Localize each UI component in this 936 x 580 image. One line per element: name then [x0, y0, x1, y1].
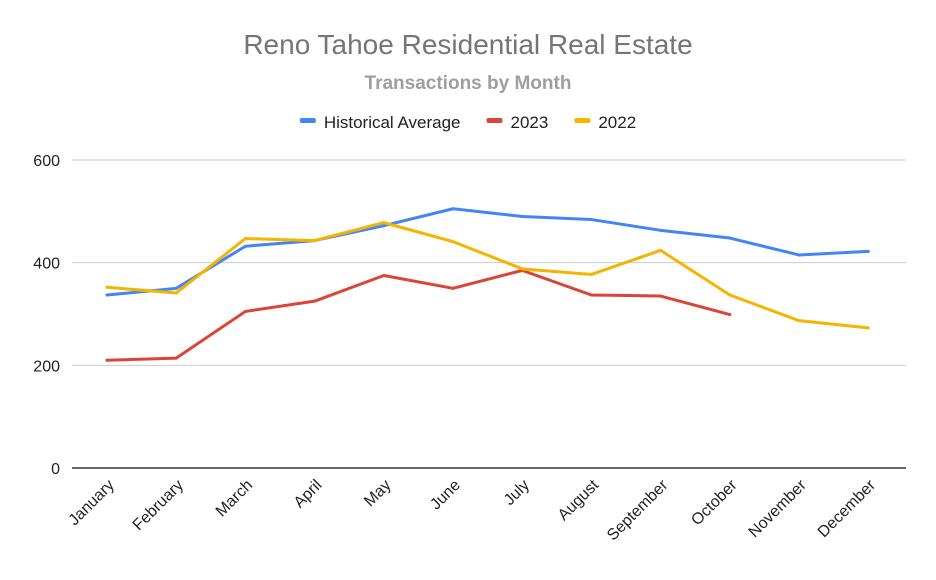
legend: Historical Average 2023 2022: [299, 113, 636, 132]
x-tick-label: September: [604, 476, 672, 544]
x-tick-label: July: [501, 477, 533, 509]
x-tick-label: November: [746, 476, 811, 541]
x-tick-label: January: [66, 477, 118, 529]
data-point: [728, 293, 732, 297]
data-point: [659, 248, 663, 252]
data-point: [451, 240, 455, 244]
data-point: [243, 244, 247, 248]
x-tick-label: May: [361, 477, 394, 510]
data-point: [520, 214, 524, 218]
data-point: [728, 236, 732, 240]
data-point: [174, 356, 178, 360]
data-point: [313, 299, 317, 303]
legend-label: 2022: [598, 113, 636, 132]
x-tick-label: October: [688, 476, 741, 529]
x-tick-label: August: [555, 476, 603, 524]
legend-item: 2023: [486, 113, 549, 132]
y-tick-label: 0: [51, 461, 60, 478]
data-point: [797, 253, 801, 257]
legend-swatch: [574, 118, 591, 123]
data-point: [589, 218, 593, 222]
series-line-historical-average: [105, 207, 870, 297]
data-point: [174, 291, 178, 295]
y-tick-label: 200: [33, 358, 60, 375]
x-tick-label: December: [815, 476, 880, 541]
data-point: [313, 239, 317, 243]
legend-item: 2022: [574, 113, 636, 132]
data-point: [866, 326, 870, 330]
gridlines: [72, 159, 906, 469]
chart-title: Reno Tahoe Residential Real Estate: [243, 29, 692, 60]
data-point: [451, 207, 455, 211]
data-point: [243, 309, 247, 313]
x-tick-label: February: [130, 477, 187, 534]
data-point: [589, 272, 593, 276]
series-line-2023: [105, 268, 732, 362]
data-point: [451, 286, 455, 290]
data-point: [174, 286, 178, 290]
y-axis-ticks: 0 200 400 600: [33, 153, 60, 478]
data-point: [728, 313, 732, 317]
data-point: [105, 358, 109, 362]
x-axis-ticks: January February March April May June July Augu…: [66, 476, 880, 544]
series-line-2022: [105, 221, 870, 330]
legend-label: Historical Average: [324, 113, 461, 132]
data-point: [797, 319, 801, 323]
data-point: [866, 249, 870, 253]
data-point: [105, 285, 109, 289]
data-point: [520, 267, 524, 271]
y-tick-label: 600: [33, 153, 60, 170]
x-tick-label: June: [427, 477, 464, 514]
legend-swatch: [486, 118, 503, 123]
data-point: [659, 228, 663, 232]
series-lines: [105, 207, 870, 362]
data-point: [382, 274, 386, 277]
data-point: [243, 237, 247, 241]
data-point: [659, 294, 663, 298]
data-point: [589, 293, 593, 297]
legend-item: Historical Average: [299, 113, 461, 132]
legend-label: 2023: [511, 113, 549, 132]
data-point: [382, 224, 386, 228]
x-tick-label: April: [291, 477, 326, 512]
x-tick-label: March: [213, 477, 256, 520]
data-point: [382, 221, 386, 225]
legend-swatch: [299, 118, 316, 123]
data-point: [105, 293, 109, 297]
y-tick-label: 400: [33, 256, 60, 273]
chart-subtitle: Transactions by Month: [365, 73, 572, 94]
